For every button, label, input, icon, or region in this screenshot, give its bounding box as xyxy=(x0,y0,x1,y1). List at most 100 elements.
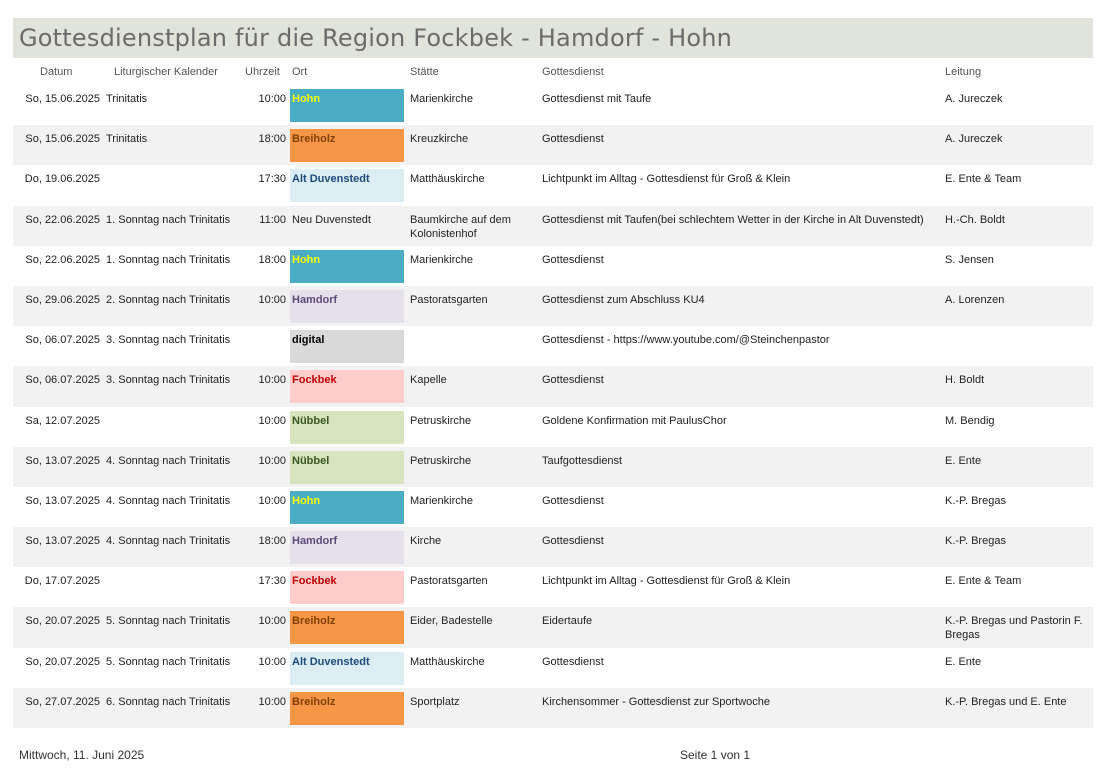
cell-datum: Do, 19.06.2025 xyxy=(24,173,100,186)
table-row: So, 29.06.2025 2. Sonntag nach Trinitatis… xyxy=(13,285,1093,327)
cell-leitung: K.-P. Bregas xyxy=(945,535,1006,548)
cell-datum: So, 13.07.2025 xyxy=(25,494,100,507)
cell-staette: Kirche xyxy=(410,535,442,548)
cell-liturgischer-kalender: 5. Sonntag nach Trinitatis xyxy=(106,655,231,668)
cell-uhrzeit: 10:00 xyxy=(258,494,286,507)
cell-gottesdienst: Lichtpunkt im Alltag - Gottesdienst für … xyxy=(542,173,791,186)
cell-uhrzeit: 10:00 xyxy=(258,374,286,387)
cell-liturgischer-kalender: 3. Sonntag nach Trinitatis xyxy=(106,374,231,387)
table-row: Do, 19.06.2025 17:30 Alt Duvenstedt Matthäu… xyxy=(13,165,1093,205)
cell-uhrzeit: 17:30 xyxy=(258,575,286,588)
table-row: So, 13.07.2025 4. Sonntag nach Trinitatis… xyxy=(13,487,1093,527)
cell-uhrzeit: 10:00 xyxy=(258,655,286,668)
cell-ort: Hohn xyxy=(290,89,404,122)
cell-gottesdienst: Eidertaufe xyxy=(542,615,593,628)
table-row: So, 22.06.2025 1. Sonntag nach Trinitatis… xyxy=(13,246,1093,286)
cell-uhrzeit: 11:00 xyxy=(259,213,286,226)
cell-uhrzeit: 18:00 xyxy=(258,535,286,548)
cell-gottesdienst: Gottesdienst mit Taufen(bei schlechtem W… xyxy=(542,213,924,226)
cell-datum: So, 20.07.2025 xyxy=(25,615,100,628)
cell-gottesdienst: Gottesdienst xyxy=(542,655,604,668)
cell-gottesdienst: Gottesdienst xyxy=(542,253,604,266)
cell-leitung: E. Ente xyxy=(945,454,982,467)
cell-ort: Hohn xyxy=(290,249,404,283)
cell-staette: Pastoratsgarten xyxy=(410,293,488,306)
cell-liturgischer-kalender: 4. Sonntag nach Trinitatis xyxy=(106,535,231,548)
cell-ort: Fockbek xyxy=(290,571,404,605)
cell-staette: Sportplatz xyxy=(410,695,460,708)
header-uhrzeit: Uhrzeit xyxy=(245,66,280,78)
cell-datum: So, 13.07.2025 xyxy=(25,454,100,467)
cell-gottesdienst: Gottesdienst xyxy=(542,494,604,507)
cell-uhrzeit: 10:00 xyxy=(258,454,286,467)
cell-datum: So, 15.06.2025 xyxy=(25,133,100,146)
page-title: Gottesdienstplan für die Region Fockbek … xyxy=(19,24,733,52)
cell-staette: Kapelle xyxy=(410,374,447,387)
cell-datum: So, 13.07.2025 xyxy=(25,535,100,548)
cell-datum: So, 29.06.2025 xyxy=(25,293,100,306)
cell-liturgischer-kalender: 3. Sonntag nach Trinitatis xyxy=(106,334,231,347)
cell-staette: Matthäuskirche xyxy=(410,655,485,668)
table-row: So, 13.07.2025 4. Sonntag nach Trinitatis… xyxy=(13,527,1093,568)
header-datum: Datum xyxy=(40,66,73,78)
cell-liturgischer-kalender: 4. Sonntag nach Trinitatis xyxy=(106,454,231,467)
cell-leitung: K.-P. Bregas xyxy=(945,494,1006,507)
cell-leitung: K.-P. Bregas und Pastorin F. Bregas xyxy=(945,615,1083,642)
cell-ort: digital xyxy=(290,330,404,364)
cell-datum: So, 06.07.2025 xyxy=(25,334,100,347)
cell-gottesdienst: Lichtpunkt im Alltag - Gottesdienst für … xyxy=(542,575,791,588)
cell-uhrzeit: 10:00 xyxy=(258,293,286,306)
cell-gottesdienst: Goldene Konfirmation mit PaulusChor xyxy=(542,414,727,427)
header-ort: Ort xyxy=(292,66,308,78)
cell-liturgischer-kalender: 2. Sonntag nach Trinitatis xyxy=(106,293,231,306)
cell-liturgischer-kalender: 1. Sonntag nach Trinitatis xyxy=(106,213,231,226)
cell-gottesdienst: Gottesdienst xyxy=(542,133,604,146)
table-row: So, 27.07.2025 6. Sonntag nach Trinitatis… xyxy=(13,687,1093,728)
cell-liturgischer-kalender: 6. Sonntag nach Trinitatis xyxy=(106,695,231,708)
cell-uhrzeit: 18:00 xyxy=(258,253,286,266)
cell-datum: So, 20.07.2025 xyxy=(25,655,100,668)
cell-leitung: H.-Ch. Boldt xyxy=(945,213,1005,226)
cell-datum: Do, 17.07.2025 xyxy=(24,575,100,588)
cell-datum: So, 22.06.2025 xyxy=(25,213,100,226)
title-bar: Gottesdienstplan für die Region Fockbek … xyxy=(13,18,1093,58)
table-row: So, 06.07.2025 3. Sonntag nach Trinitatis… xyxy=(13,326,1093,366)
table-row: So, 20.07.2025 5. Sonntag nach Trinitatis… xyxy=(13,648,1093,688)
cell-leitung: A. Jureczek xyxy=(945,133,1003,146)
cell-staette: Pastoratsgarten xyxy=(410,575,488,588)
cell-staette: Kreuzkirche xyxy=(410,133,469,146)
cell-uhrzeit: 17:30 xyxy=(258,173,286,186)
cell-datum: So, 15.06.2025 xyxy=(25,93,100,105)
cell-ort: Nübbel xyxy=(290,410,404,444)
footer-date: Mittwoch, 11. Juni 2025 xyxy=(19,748,145,762)
cell-ort: Nübbel xyxy=(290,450,404,484)
cell-ort: Breiholz xyxy=(290,611,404,645)
cell-leitung: E. Ente & Team xyxy=(945,575,1022,588)
cell-datum: So, 27.07.2025 xyxy=(25,695,100,708)
cell-leitung: A. Jureczek xyxy=(945,93,1003,105)
header-liturgischer-kalender: Liturgischer Kalender xyxy=(114,66,218,78)
table-row: So, 13.07.2025 4. Sonntag nach Trinitatis… xyxy=(13,446,1093,487)
cell-leitung: M. Bendig xyxy=(945,414,995,427)
cell-gottesdienst: Kirchensommer - Gottesdienst zur Sportwo… xyxy=(542,695,771,708)
cell-datum: Sa, 12.07.2025 xyxy=(25,414,100,427)
cell-ort: Neu Duvenstedt xyxy=(292,213,371,226)
table-row: So, 15.06.2025 Trinitatis 10:00 Hohn Marienk… xyxy=(13,85,1093,125)
table-row: So, 06.07.2025 3. Sonntag nach Trinitatis… xyxy=(13,366,1093,407)
cell-staette: Matthäuskirche xyxy=(410,173,485,186)
cell-gottesdienst: Gottesdienst - https://www.youtube.com/@… xyxy=(542,334,830,347)
cell-staette: Marienkirche xyxy=(410,93,473,105)
cell-uhrzeit: 10:00 xyxy=(258,414,286,427)
table-row: Do, 17.07.2025 17:30 Fockbek Pastoratsgarte… xyxy=(13,567,1093,607)
cell-leitung: E. Ente & Team xyxy=(945,173,1022,186)
cell-gottesdienst: Taufgottesdienst xyxy=(542,454,623,467)
cell-gottesdienst: Gottesdienst xyxy=(542,374,604,387)
cell-ort: Breiholz xyxy=(290,691,404,725)
header-leitung: Leitung xyxy=(945,66,982,78)
table-row: So, 15.06.2025 Trinitatis 18:00 Breiholz Kre… xyxy=(13,125,1093,166)
cell-staette: Marienkirche xyxy=(410,253,473,266)
cell-ort: Breiholz xyxy=(290,129,404,163)
cell-ort: Alt Duvenstedt xyxy=(290,169,404,203)
cell-leitung: H. Boldt xyxy=(945,374,985,387)
cell-leitung: K.-P. Bregas und E. Ente xyxy=(945,695,1067,708)
